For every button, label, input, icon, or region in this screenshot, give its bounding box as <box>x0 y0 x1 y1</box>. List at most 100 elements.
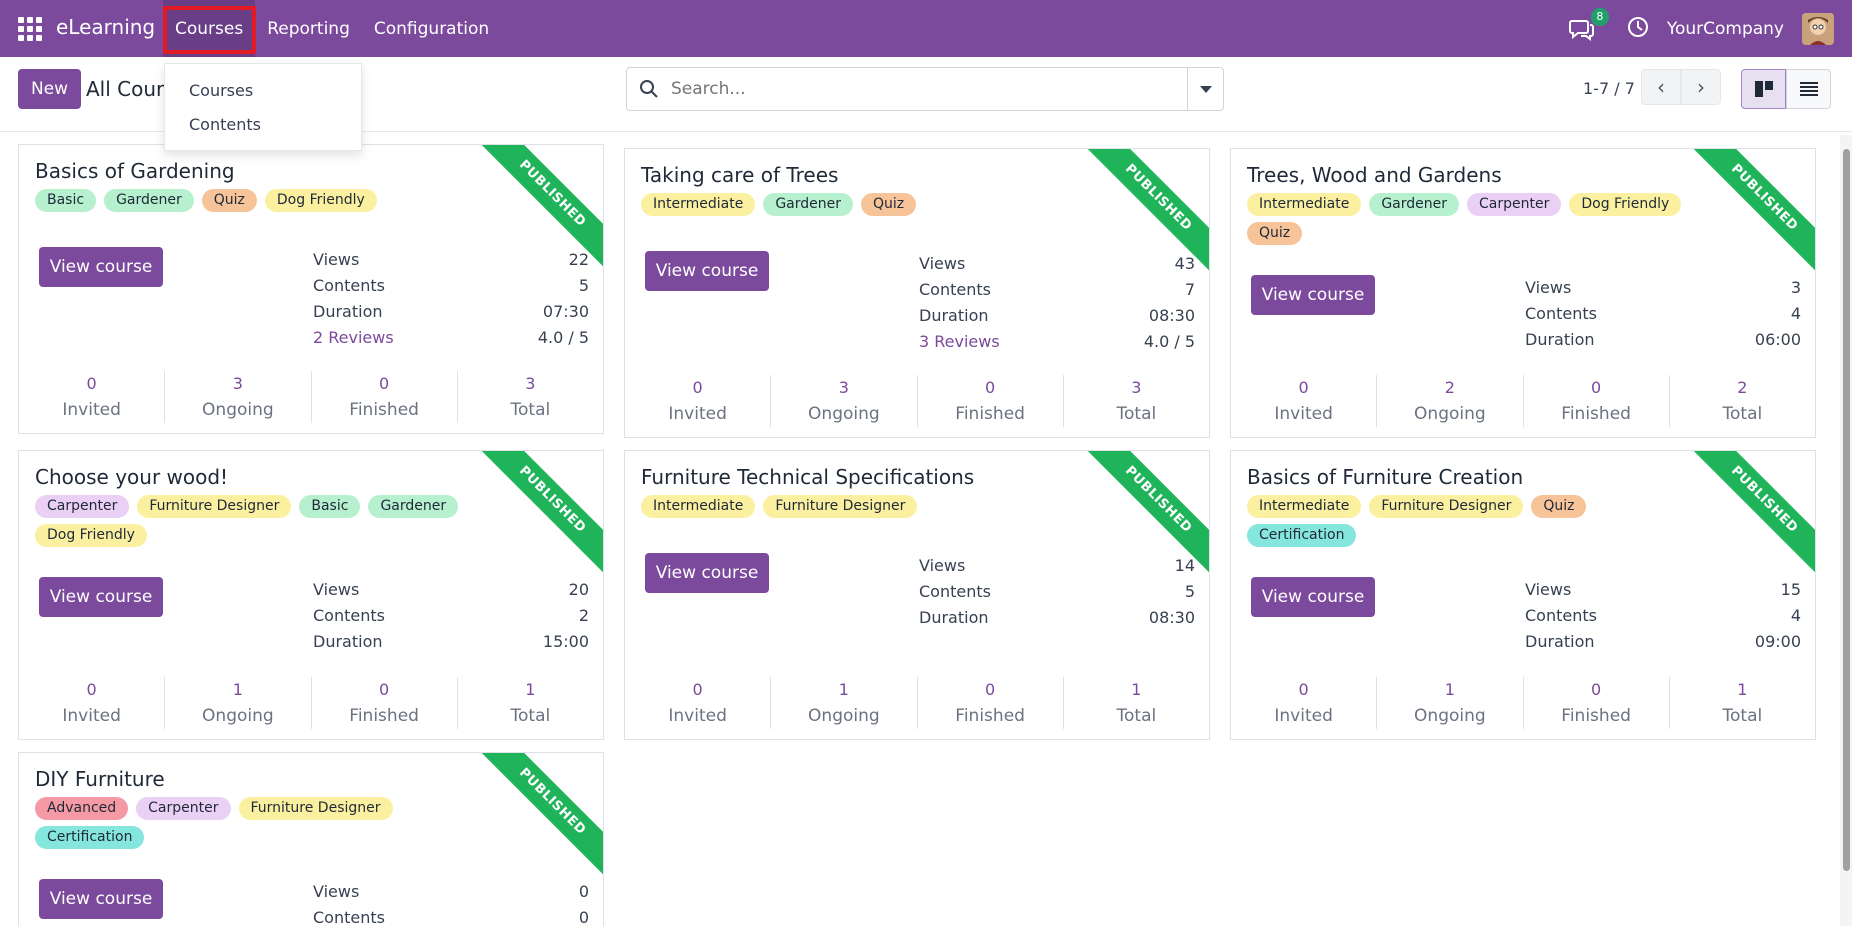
counter-value: 0 <box>692 680 703 699</box>
pager-value[interactable]: 1-7 / 7 <box>1583 79 1635 98</box>
counter-total[interactable]: 2 Total <box>1668 375 1815 427</box>
course-title[interactable]: Basics of Gardening <box>35 159 235 183</box>
course-title[interactable]: Basics of Furniture Creation <box>1247 465 1524 489</box>
course-card[interactable]: PUBLISHED Furniture Technical Specificati… <box>624 450 1210 740</box>
activity-clock-icon[interactable] <box>1627 16 1649 42</box>
counter-ongoing[interactable]: 2 Ongoing <box>1376 375 1522 427</box>
vertical-scrollbar[interactable] <box>1840 135 1852 926</box>
course-tag: Dog Friendly <box>1569 193 1682 216</box>
course-card[interactable]: PUBLISHED DIY Furniture Advanced Carpenter F… <box>18 752 604 926</box>
counter-invited[interactable]: 0 Invited <box>625 677 770 729</box>
search-options-toggle[interactable] <box>1187 68 1223 110</box>
counter-label: Invited <box>668 706 727 726</box>
scrollbar-thumb[interactable] <box>1843 149 1850 871</box>
counter-label: Finished <box>349 706 419 726</box>
pager-previous-button[interactable]: ‹ <box>1641 69 1681 105</box>
dropdown-item-courses[interactable]: Courses <box>189 81 254 100</box>
stat-label: Views <box>1525 580 1572 599</box>
company-switcher[interactable]: YourCompany <box>1666 18 1784 39</box>
counter-invited[interactable]: 0 Invited <box>1231 677 1376 729</box>
course-title[interactable]: Choose your wood! <box>35 465 229 489</box>
counter-finished[interactable]: 0 Finished <box>310 677 457 729</box>
stat-duration: Duration 15:00 <box>313 629 589 655</box>
view-course-button[interactable]: View course <box>1251 577 1375 617</box>
view-course-button[interactable]: View course <box>1251 275 1375 315</box>
course-stats: Views 15 Contents 4 Duration 09:00 <box>1525 577 1801 655</box>
course-card[interactable]: PUBLISHED Choose your wood! Carpenter Furni… <box>18 450 604 740</box>
counter-total[interactable]: 3 Total <box>1062 375 1209 427</box>
counter-label: Invited <box>1274 706 1333 726</box>
course-title[interactable]: DIY Furniture <box>35 767 165 791</box>
list-view-button[interactable] <box>1786 69 1831 109</box>
new-button[interactable]: New <box>18 69 81 109</box>
app-brand[interactable]: eLearning <box>56 15 156 39</box>
stat-contents: Contents 5 <box>313 273 589 299</box>
course-tag: Carpenter <box>35 495 130 518</box>
stat-label: Views <box>1525 278 1572 297</box>
attendee-counters: 0 Invited 1 Ongoing 0 Finished 1 Total <box>625 677 1209 729</box>
course-card[interactable]: PUBLISHED Basics of Gardening Basic Gardene… <box>18 144 604 434</box>
course-card[interactable]: PUBLISHED Trees, Wood and Gardens Intermed… <box>1230 148 1816 438</box>
view-course-button[interactable]: View course <box>39 247 163 287</box>
counter-label: Total <box>510 400 551 420</box>
counter-finished[interactable]: 0 Finished <box>310 371 457 423</box>
counter-total[interactable]: 1 Total <box>1668 677 1815 729</box>
course-tag: Quiz <box>1247 222 1303 245</box>
counter-invited[interactable]: 0 Invited <box>1231 375 1376 427</box>
stat-views: Views 14 <box>919 553 1195 579</box>
course-title[interactable]: Trees, Wood and Gardens <box>1247 163 1502 187</box>
course-title[interactable]: Taking care of Trees <box>641 163 839 187</box>
counter-finished[interactable]: 0 Finished <box>916 375 1063 427</box>
counter-finished[interactable]: 0 Finished <box>1522 677 1669 729</box>
counter-invited[interactable]: 0 Invited <box>19 677 164 729</box>
menu-configuration[interactable]: Configuration <box>373 18 490 39</box>
counter-finished[interactable]: 0 Finished <box>916 677 1063 729</box>
counter-ongoing[interactable]: 1 Ongoing <box>770 677 916 729</box>
view-course-button[interactable]: View course <box>39 577 163 617</box>
counter-invited[interactable]: 0 Invited <box>19 371 164 423</box>
menu-reporting[interactable]: Reporting <box>267 18 350 39</box>
counter-label: Finished <box>955 706 1025 726</box>
caret-down-icon <box>1199 85 1212 93</box>
breadcrumb: All Cours <box>86 77 175 101</box>
counter-value: 0 <box>1591 680 1602 699</box>
counter-ongoing[interactable]: 3 Ongoing <box>770 375 916 427</box>
counter-total[interactable]: 1 Total <box>456 677 603 729</box>
published-ribbon: PUBLISHED <box>474 451 603 578</box>
counter-invited[interactable]: 0 Invited <box>625 375 770 427</box>
pager-next-button[interactable]: › <box>1681 69 1721 105</box>
kanban-view-button[interactable] <box>1741 69 1786 109</box>
reviews-link[interactable]: 3 Reviews <box>919 332 1000 351</box>
counter-value: 1 <box>1444 680 1455 699</box>
stat-views: Views 15 <box>1525 577 1801 603</box>
counter-total[interactable]: 1 Total <box>1062 677 1209 729</box>
attendee-counters: 0 Invited 3 Ongoing 0 Finished 3 Total <box>19 371 603 423</box>
view-course-button[interactable]: View course <box>39 879 163 919</box>
course-card[interactable]: PUBLISHED Taking care of Trees Intermediat… <box>624 148 1210 438</box>
course-tag: Gardener <box>104 189 194 212</box>
stat-label: Contents <box>919 582 991 601</box>
counter-value: 1 <box>838 680 849 699</box>
counter-ongoing[interactable]: 1 Ongoing <box>1376 677 1522 729</box>
menu-courses[interactable]: Courses <box>163 0 256 57</box>
counter-label: Finished <box>1561 706 1631 726</box>
reviews-link[interactable]: 2 Reviews <box>313 328 394 347</box>
counter-label: Ongoing <box>808 404 880 424</box>
apps-grid-icon[interactable] <box>18 17 42 41</box>
user-avatar[interactable] <box>1802 12 1834 45</box>
counter-finished[interactable]: 0 Finished <box>1522 375 1669 427</box>
chat-icon[interactable]: 8 <box>1568 7 1609 42</box>
stat-duration: Duration 07:30 <box>313 299 589 325</box>
search-input[interactable] <box>671 79 1187 99</box>
view-course-button[interactable]: View course <box>645 251 769 291</box>
counter-label: Invited <box>62 706 121 726</box>
counter-total[interactable]: 3 Total <box>456 371 603 423</box>
counter-ongoing[interactable]: 3 Ongoing <box>164 371 310 423</box>
view-course-button[interactable]: View course <box>645 553 769 593</box>
course-card[interactable]: PUBLISHED Basics of Furniture Creation Int… <box>1230 450 1816 740</box>
course-title[interactable]: Furniture Technical Specifications <box>641 465 975 489</box>
dropdown-item-contents[interactable]: Contents <box>189 115 261 134</box>
counter-value: 2 <box>1444 378 1455 397</box>
counter-ongoing[interactable]: 1 Ongoing <box>164 677 310 729</box>
stat-value: 4.0 / 5 <box>537 328 589 347</box>
